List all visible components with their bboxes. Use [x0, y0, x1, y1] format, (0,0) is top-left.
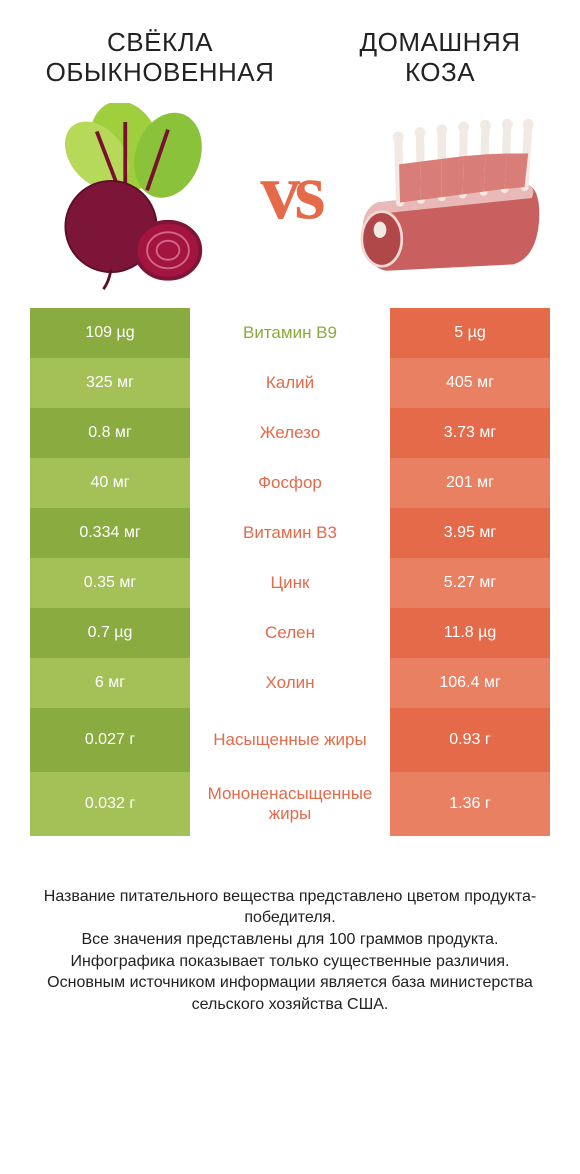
nutrient-label: Железо — [190, 408, 390, 458]
nutrient-label: Фосфор — [190, 458, 390, 508]
nutrient-label: Селен — [190, 608, 390, 658]
meat-rack-icon — [350, 108, 550, 288]
left-value: 0.027 г — [30, 708, 190, 772]
meat-image — [350, 108, 550, 288]
nutrient-label: Мононенасыщенные жиры — [190, 772, 390, 836]
right-value: 5 µg — [390, 308, 550, 358]
left-value: 0.7 µg — [30, 608, 190, 658]
left-value: 0.032 г — [30, 772, 190, 836]
footer-notes: Название питательного вещества представл… — [0, 836, 580, 1016]
table-row: 0.35 мгЦинк5.27 мг — [30, 558, 550, 608]
left-value: 6 мг — [30, 658, 190, 708]
right-value: 3.95 мг — [390, 508, 550, 558]
right-value: 405 мг — [390, 358, 550, 408]
right-value: 0.93 г — [390, 708, 550, 772]
footer-line: Название питательного вещества представл… — [30, 886, 550, 929]
left-value: 109 µg — [30, 308, 190, 358]
right-value: 3.73 мг — [390, 408, 550, 458]
vs-label: vs — [260, 152, 319, 232]
images-row: vs — [0, 98, 580, 308]
left-value: 0.8 мг — [30, 408, 190, 458]
table-row: 6 мгХолин106.4 мг — [30, 658, 550, 708]
footer-line: Инфографика показывает только существенн… — [30, 951, 550, 973]
right-value: 5.27 мг — [390, 558, 550, 608]
left-value: 0.334 мг — [30, 508, 190, 558]
table-row: 109 µgВитамин B95 µg — [30, 308, 550, 358]
right-value: 106.4 мг — [390, 658, 550, 708]
left-value: 0.35 мг — [30, 558, 190, 608]
beet-image — [30, 103, 230, 293]
table-row: 0.334 мгВитамин B33.95 мг — [30, 508, 550, 558]
nutrient-label: Холин — [190, 658, 390, 708]
table-row: 0.8 мгЖелезо3.73 мг — [30, 408, 550, 458]
right-value: 1.36 г — [390, 772, 550, 836]
table-row: 325 мгКалий405 мг — [30, 358, 550, 408]
table-row: 0.7 µgСелен11.8 µg — [30, 608, 550, 658]
nutrient-label: Витамин B3 — [190, 508, 390, 558]
nutrient-label: Калий — [190, 358, 390, 408]
nutrient-label: Цинк — [190, 558, 390, 608]
table-row: 0.027 гНасыщенные жиры0.93 г — [30, 708, 550, 772]
footer-line: Основным источником информации является … — [30, 972, 550, 1015]
nutrient-label: Насыщенные жиры — [190, 708, 390, 772]
header: СВЁКЛА ОБЫКНОВЕННАЯ ДОМАШНЯЯ КОЗА — [0, 0, 580, 98]
nutrient-label: Витамин B9 — [190, 308, 390, 358]
left-value: 325 мг — [30, 358, 190, 408]
left-value: 40 мг — [30, 458, 190, 508]
beet-icon — [35, 103, 225, 293]
left-product-title: СВЁКЛА ОБЫКНОВЕННАЯ — [40, 28, 280, 88]
right-product-title: ДОМАШНЯЯ КОЗА — [340, 28, 540, 88]
table-row: 40 мгФосфор201 мг — [30, 458, 550, 508]
comparison-table: 109 µgВитамин B95 µg325 мгКалий405 мг0.8… — [30, 308, 550, 836]
right-value: 201 мг — [390, 458, 550, 508]
footer-line: Все значения представлены для 100 граммо… — [30, 929, 550, 951]
right-value: 11.8 µg — [390, 608, 550, 658]
table-row: 0.032 гМононенасыщенные жиры1.36 г — [30, 772, 550, 836]
